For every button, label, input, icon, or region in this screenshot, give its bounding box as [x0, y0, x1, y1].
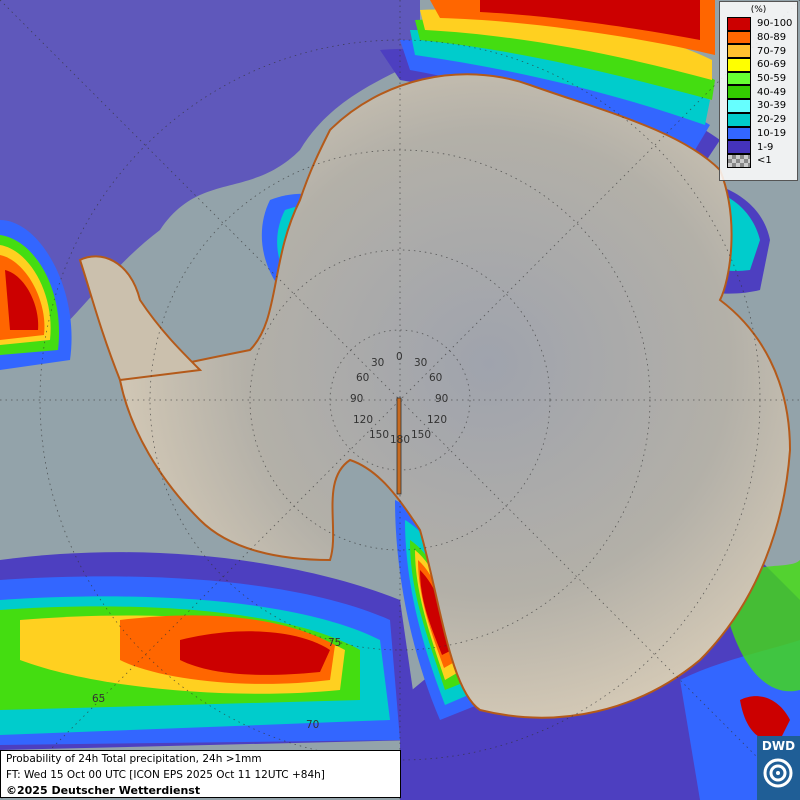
forecast-time: FT: Wed 15 Oct 00 UTC [ICON EPS 2025 Oct… — [6, 768, 325, 781]
legend-label: <1 — [757, 155, 772, 167]
lon-label: 150 — [411, 429, 432, 441]
legend-swatch — [727, 85, 751, 100]
legend-swatch — [727, 112, 751, 127]
lat-label: 70 — [306, 719, 320, 731]
lat-label: 75 — [328, 637, 342, 649]
lon-label: 180 — [390, 434, 411, 446]
legend-label: 70-79 — [757, 45, 787, 57]
legend-swatch — [727, 17, 751, 31]
legend-item: 20-29 — [720, 112, 797, 127]
legend-item: 70-79 — [720, 44, 797, 59]
legend-label: 60-69 — [757, 59, 787, 71]
legend-swatch — [727, 71, 751, 86]
lon-label: 120 — [427, 414, 448, 426]
lon-label: 150 — [369, 429, 390, 441]
legend-item: 60-69 — [720, 58, 797, 72]
lon-label: 90 — [350, 393, 364, 405]
map-title: Probability of 24h Total precipitation, … — [6, 753, 262, 765]
legend-label: 90-100 — [757, 18, 793, 30]
pole-marker — [396, 397, 402, 495]
legend-unit: (%) — [750, 5, 767, 15]
legend-label: 30-39 — [757, 100, 787, 112]
legend-swatch — [727, 140, 751, 154]
legend-item: 50-59 — [720, 71, 797, 86]
lat-label: 65 — [92, 693, 106, 705]
lon-label: 60 — [356, 372, 370, 384]
lon-label: 0 — [396, 351, 403, 363]
legend: (%) 90-100 80-89 70-79 60-69 50-59 40-49 30-39… — [719, 1, 798, 181]
legend-label: 40-49 — [757, 86, 787, 98]
legend-label: 1-9 — [757, 141, 774, 153]
legend-swatch — [727, 58, 751, 72]
legend-swatch — [727, 153, 751, 168]
legend-item: 40-49 — [720, 85, 797, 100]
lon-label: 60 — [429, 372, 443, 384]
dwd-logo: DWD — [757, 736, 800, 800]
legend-item: 10-19 — [720, 126, 797, 141]
legend-swatch — [727, 126, 751, 141]
legend-item: <1 — [720, 153, 797, 168]
lon-label: 120 — [353, 414, 374, 426]
legend-item: 90-100 — [720, 17, 797, 31]
swirl-icon — [763, 758, 793, 788]
logo-text: DWD — [761, 739, 796, 753]
antarctic-peninsula — [78, 255, 203, 382]
legend-label: 80-89 — [757, 32, 787, 44]
legend-label: 50-59 — [757, 73, 787, 85]
legend-swatch — [727, 44, 751, 59]
legend-swatch — [727, 99, 751, 113]
lon-label: 30 — [371, 357, 385, 369]
lon-label: 30 — [414, 357, 428, 369]
info-box: Probability of 24h Total precipitation, … — [0, 750, 401, 798]
legend-swatch — [727, 30, 751, 45]
legend-item: 30-39 — [720, 99, 797, 113]
lon-label: 90 — [435, 393, 449, 405]
legend-label: 10-19 — [757, 127, 787, 139]
copyright: ©2025 Deutscher Wetterdienst — [6, 784, 201, 797]
legend-label: 20-29 — [757, 114, 787, 126]
legend-item: 80-89 — [720, 30, 797, 45]
legend-item: 1-9 — [720, 140, 797, 154]
